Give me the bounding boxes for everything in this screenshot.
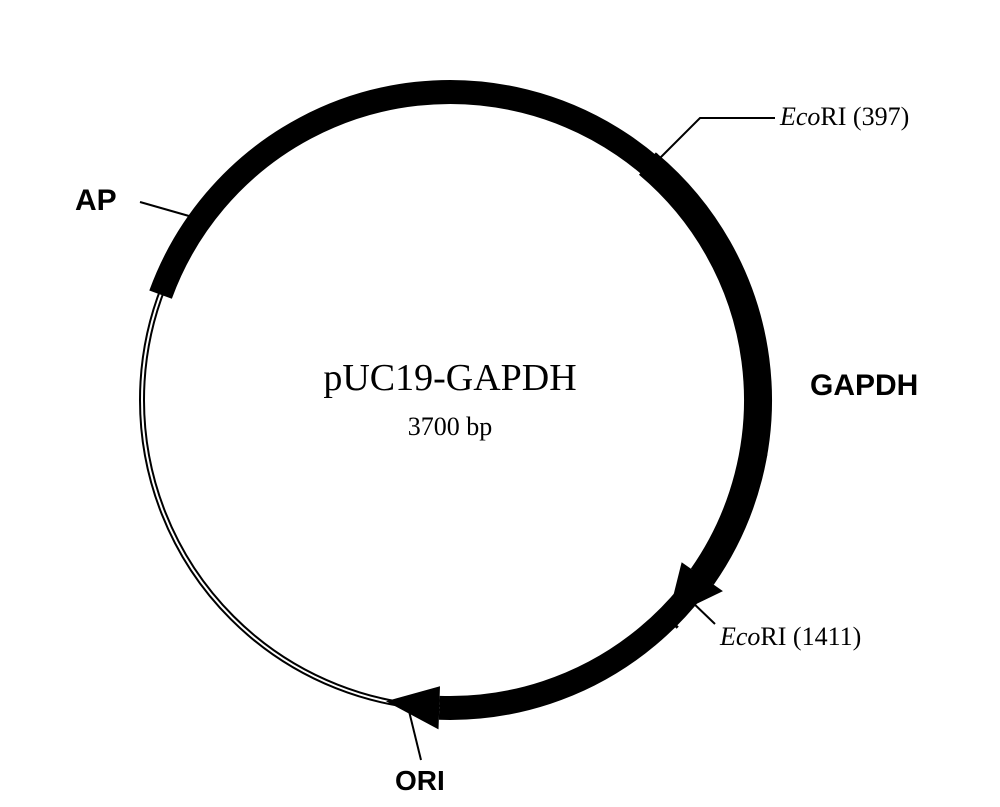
leader-AP: [140, 202, 196, 218]
site-leader-EcoRI_397: [654, 118, 775, 164]
plasmid-name: pUC19-GAPDH: [323, 357, 576, 399]
feature-label-GAPDH: GAPDH: [810, 369, 918, 402]
feature-arrowhead-AP: [386, 686, 440, 729]
plasmid-size: 3700 bp: [408, 412, 493, 441]
site-label-EcoRI_397: EcoRI (397): [779, 102, 909, 131]
feature-label-AP: AP: [75, 184, 117, 217]
plasmid-map: pUC19-GAPDH 3700 bp AP GAPDH ORI EcoRI (397) E…: [0, 0, 1000, 807]
feature-arc-GAPDH: [648, 164, 758, 577]
feature-label-ORI: ORI: [395, 765, 445, 796]
site-label-EcoRI_1411: EcoRI (1411): [719, 622, 861, 651]
